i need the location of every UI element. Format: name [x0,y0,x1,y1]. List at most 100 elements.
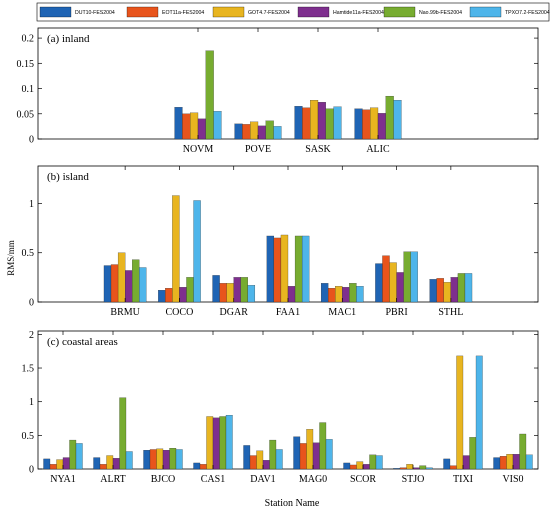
bar-group-faa1 [266,234,310,303]
bar [320,283,329,303]
bar [132,259,140,303]
y-tick-label: 1 [29,397,34,408]
x-tick-label: PBRI [385,307,407,318]
chart-legend: DUT10-FES2004 EOT11a-FES2004 GOT4.7-FES200… [36,2,550,22]
x-axis-label: Station Name [265,498,320,509]
bar [375,263,383,303]
bar [190,112,199,140]
bar [257,125,266,140]
bar [212,275,220,303]
bar [464,273,473,303]
bar [75,443,83,470]
bar [385,95,394,140]
panel-title: (c) coastal areas [47,336,118,348]
bar [325,108,334,140]
bar [356,461,364,470]
bar [125,270,133,303]
bar [396,272,404,303]
bar [443,282,451,303]
y-tick-label: 0 [29,465,34,476]
bar [250,121,259,140]
legend-swatch [297,6,330,18]
y-tick-label: 2 [29,330,34,341]
bar [462,455,470,470]
x-tick-label: BRMU [110,307,140,318]
bar [325,439,333,470]
panel-frame [37,27,539,140]
bar [174,107,183,140]
bar-group-nya1 [43,439,83,470]
bar [294,106,303,140]
legend-swatch [39,6,72,18]
bar [193,462,201,470]
bar [287,286,296,303]
bar [425,467,433,470]
bar [302,107,311,140]
bar [179,287,187,303]
bar [93,457,101,470]
bar-group-pbri [375,251,418,303]
bar [328,288,336,303]
x-tick-label: VIS0 [502,474,523,485]
bar [149,449,157,470]
bar [280,234,289,303]
bar [43,458,51,470]
bar [362,109,371,140]
x-tick-label: MAC1 [328,307,356,318]
bar [119,397,127,470]
bar-group-dav1 [243,439,283,470]
x-tick-label: TIXI [453,474,473,485]
bar [312,442,320,470]
bar [243,445,251,470]
bar [56,459,64,470]
bar [69,439,77,470]
bar [412,467,420,470]
bar [319,422,327,470]
bar [349,464,357,470]
bar [410,251,418,303]
y-tick-label: 0.5 [22,248,35,259]
y-tick-label: 0 [29,135,34,146]
bar [343,462,351,470]
bar-group-sask [294,100,342,140]
bar [499,456,507,470]
bar [429,279,437,303]
legend-label: Hamtide11a-FES2004 [333,10,384,16]
bar [172,195,180,303]
bar [193,200,201,303]
bar [342,287,350,303]
y-axis-label: RMS/mm [6,240,16,276]
x-tick-label: STJO [402,474,425,485]
bar [375,455,383,470]
bar [242,124,251,140]
bar [186,277,194,303]
bar-group-dgar [212,275,256,303]
bar [139,267,147,303]
bar [182,113,191,140]
legend-swatch [383,6,416,18]
bar [197,118,206,140]
y-tick-label: 0.15 [17,59,35,70]
bar [199,464,207,470]
bar [206,416,214,470]
bar [419,465,427,470]
bar [256,450,264,470]
bar-group-sthl [429,273,473,303]
legend-swatch [469,6,502,18]
bar-group-mag0 [293,422,333,470]
bar [301,235,310,303]
x-tick-label: DGAR [220,307,249,318]
x-tick-label: MAG0 [299,474,327,485]
bar [389,262,397,303]
bar [110,264,119,303]
bar [219,283,227,303]
bar [306,429,314,470]
bar-group-novm [174,50,222,140]
bar [369,454,377,470]
bar [269,439,277,470]
bar-group-scor [343,454,383,470]
bar [403,251,411,303]
bar [247,285,256,303]
bar [399,467,407,470]
